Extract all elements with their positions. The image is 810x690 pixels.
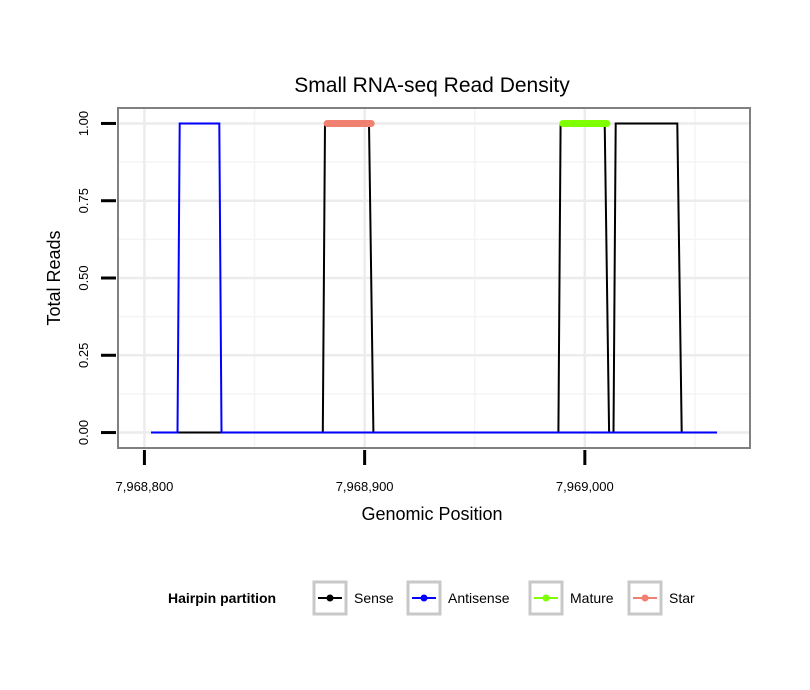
- legend-item-antisense: Antisense: [406, 580, 510, 616]
- x-axis-title: Genomic Position: [361, 504, 502, 524]
- x-tick-label: 7,968,800: [116, 479, 174, 494]
- x-tick-label: 7,968,900: [336, 479, 394, 494]
- legend-label: Antisense: [448, 590, 510, 606]
- y-axis: 0.00 0.25 0.50 0.75 1.00: [76, 111, 116, 445]
- legend-label: Mature: [570, 590, 614, 606]
- legend-item-sense: Sense: [312, 580, 394, 616]
- legend: Hairpin partition Sense Antisense Mature St…: [168, 580, 695, 616]
- legend-label: Sense: [354, 590, 394, 606]
- y-axis-title: Total Reads: [44, 230, 64, 325]
- legend-title: Hairpin partition: [168, 590, 276, 606]
- y-tick-label: 0.00: [76, 420, 91, 445]
- series-line-antisense: [151, 122, 717, 434]
- legend-key-dot: [326, 594, 334, 602]
- x-tick-label: 7,969,000: [556, 479, 614, 494]
- legend-key-dot: [420, 594, 428, 602]
- chart-title: Small RNA-seq Read Density: [294, 74, 570, 97]
- y-tick-label: 0.50: [76, 265, 91, 290]
- legend-key-dot: [641, 594, 649, 602]
- x-axis: 7,968,800 7,968,900 7,969,000: [116, 450, 614, 494]
- y-tick-label: 0.25: [76, 343, 91, 368]
- series-layer: [151, 120, 717, 434]
- legend-item-mature: Mature: [528, 580, 614, 616]
- y-tick-label: 1.00: [76, 111, 91, 136]
- y-tick-label: 0.75: [76, 188, 91, 213]
- legend-label: Star: [669, 590, 695, 606]
- plot-border: [117, 107, 751, 449]
- legend-key-dot: [542, 594, 550, 602]
- legend-item-star: Star: [627, 580, 695, 616]
